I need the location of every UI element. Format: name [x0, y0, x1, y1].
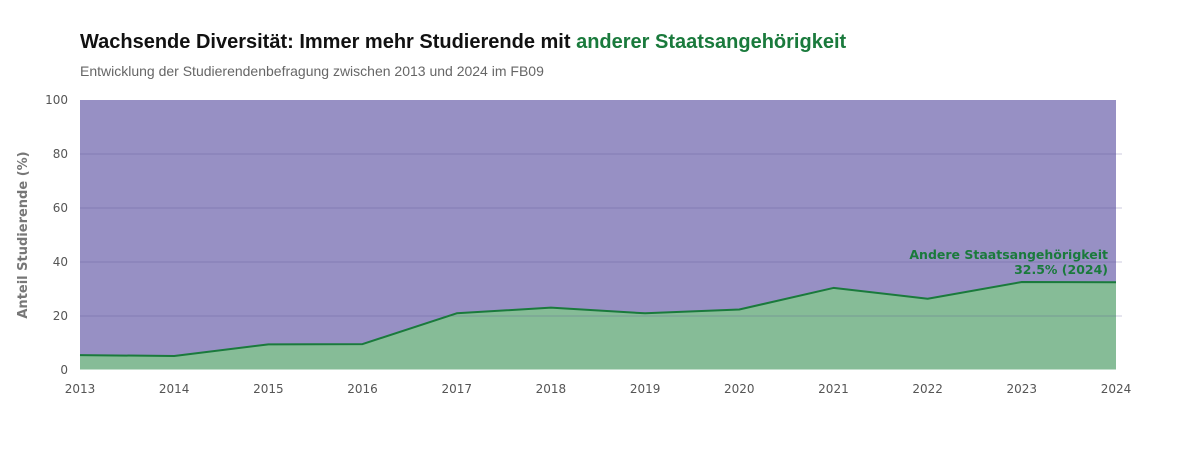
chart-title-highlight: anderer Staatsangehörigkeit [576, 31, 847, 53]
x-tick-label: 2016 [347, 382, 378, 396]
chart-title-prefix: Wachsende Diversität: Immer mehr Studier… [80, 31, 577, 53]
x-tick-label: 2013 [65, 382, 96, 396]
x-tick-label: 2024 [1101, 382, 1132, 396]
y-axis-label: Anteil Studierende (%) [16, 151, 31, 318]
area-layer [80, 100, 1116, 370]
line-layer [79, 280, 1117, 371]
x-tick-label: 2019 [630, 382, 661, 396]
x-tick-label: 2023 [1007, 382, 1038, 396]
y-tick-label: 80 [53, 147, 68, 161]
x-tick-label: 2022 [912, 382, 943, 396]
x-axis-ticks: 2013 2014 2015 2016 2017 2018 2019 2020 2021 2022… [65, 382, 1132, 396]
y-tick-label: 20 [53, 309, 68, 323]
x-tick-label: 2017 [441, 382, 472, 396]
area-series-2 [80, 100, 1116, 356]
y-tick-label: 60 [53, 201, 68, 215]
chart-title: Wachsende Diversität: Immer mehr Studier… [80, 31, 846, 54]
y-axis-ticks: 0 20 40 60 80 100 [45, 93, 68, 377]
area-series-1 [80, 281, 1116, 370]
y-tick-label: 40 [53, 255, 68, 269]
gridlines [80, 153, 1122, 317]
x-tick-label: 2018 [536, 382, 567, 396]
series-line [79, 280, 1117, 357]
y-tick-label: 0 [60, 363, 68, 377]
x-tick-label: 2020 [724, 382, 755, 396]
annotation-value: 32.5% (2024) [1014, 262, 1108, 277]
annotation-label: Andere Staatsangehörigkeit [909, 247, 1108, 262]
chart-subtitle: Entwicklung der Studierendenbefragung zw… [80, 63, 544, 79]
y-tick-label: 100 [45, 93, 68, 107]
x-tick-label: 2014 [159, 382, 190, 396]
x-tick-label: 2015 [253, 382, 284, 396]
x-tick-label: 2021 [818, 382, 849, 396]
